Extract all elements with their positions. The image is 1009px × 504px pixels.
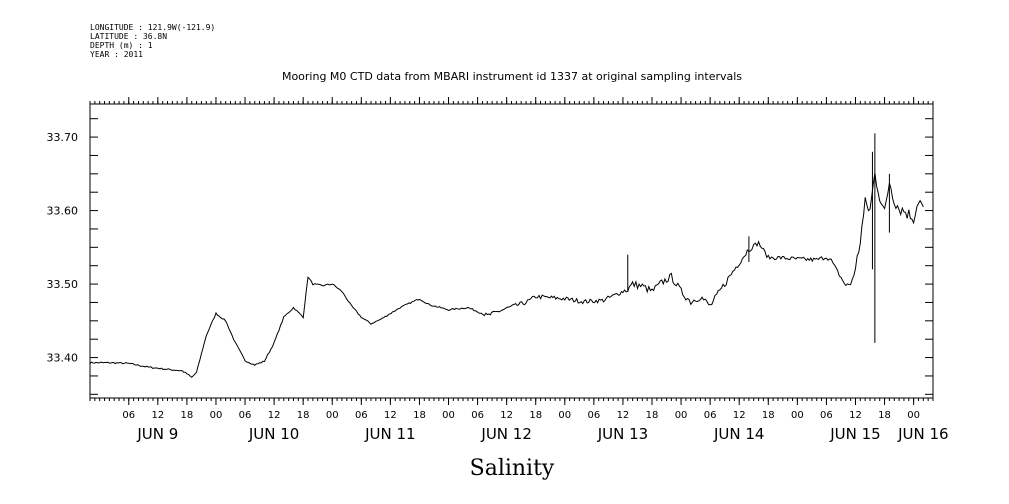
x-tick-label: 12 — [268, 410, 281, 421]
x-tick-label: 18 — [878, 410, 891, 421]
x-tick-label: 06 — [820, 410, 833, 421]
x-tick-label: 00 — [442, 410, 455, 421]
x-tick-label: 00 — [907, 410, 920, 421]
x-tick-label: 18 — [646, 410, 659, 421]
salinity-series-line — [89, 172, 924, 378]
latitude-text: LATITUDE : 36.8N — [90, 32, 167, 41]
x-axis: 06 12 18 00 06 12 18 00 06 12 18 00 06 12 18 00 06 12 18 00… — [122, 97, 949, 443]
metadata-block: LONGITUDE : 121.9W(-121.9) LATITUDE : 36… — [90, 23, 215, 59]
x-tick-label: 18 — [297, 410, 310, 421]
x-tick-label: 18 — [181, 410, 194, 421]
minor-ticks — [89, 101, 934, 401]
x-day-label: JUN 9 — [136, 425, 178, 443]
x-tick-label: 06 — [355, 410, 368, 421]
y-axis: 33.40 33.50 33.60 33.70 — [47, 118, 933, 395]
y-tick-label: 33.50 — [47, 278, 79, 291]
x-tick-label: 06 — [239, 410, 252, 421]
x-tick-label: 18 — [413, 410, 426, 421]
x-tick-label: 18 — [762, 410, 775, 421]
x-tick-label: 00 — [326, 410, 339, 421]
x-day-label: JUN 14 — [713, 425, 764, 443]
x-tick-label: 06 — [587, 410, 600, 421]
x-day-label: JUN 15 — [829, 425, 880, 443]
y-tick-label: 33.40 — [47, 352, 79, 365]
x-tick-label: 12 — [849, 410, 862, 421]
x-tick-label: 06 — [122, 410, 135, 421]
series-spikes — [627, 133, 890, 343]
x-day-label: JUN 11 — [364, 425, 415, 443]
x-tick-label: 06 — [471, 410, 484, 421]
x-tick-label: 12 — [617, 410, 630, 421]
x-tick-label: 00 — [558, 410, 571, 421]
x-tick-label: 06 — [704, 410, 717, 421]
depth-text: DEPTH (m) : 1 — [90, 41, 153, 50]
x-tick-label: 00 — [675, 410, 688, 421]
y-tick-label: 33.60 — [47, 205, 79, 218]
x-tick-label: 12 — [384, 410, 397, 421]
x-tick-label: 12 — [500, 410, 513, 421]
x-tick-label: 00 — [791, 410, 804, 421]
longitude-text: LONGITUDE : 121.9W(-121.9) — [90, 23, 215, 32]
chart-title: Mooring M0 CTD data from MBARI instrumen… — [282, 70, 742, 83]
plot-frame — [89, 103, 934, 399]
x-day-label: JUN 10 — [248, 425, 299, 443]
y-tick-label: 33.70 — [47, 131, 79, 144]
year-text: YEAR : 2011 — [90, 50, 143, 59]
x-tick-label: 18 — [529, 410, 542, 421]
x-axis-label: Salinity — [470, 456, 555, 481]
x-day-label: JUN 12 — [480, 425, 531, 443]
x-tick-label: 12 — [151, 410, 164, 421]
x-day-label: JUN 16 — [897, 425, 948, 443]
x-tick-label: 12 — [733, 410, 746, 421]
x-day-label: JUN 13 — [597, 425, 648, 443]
x-tick-label: 00 — [210, 410, 223, 421]
